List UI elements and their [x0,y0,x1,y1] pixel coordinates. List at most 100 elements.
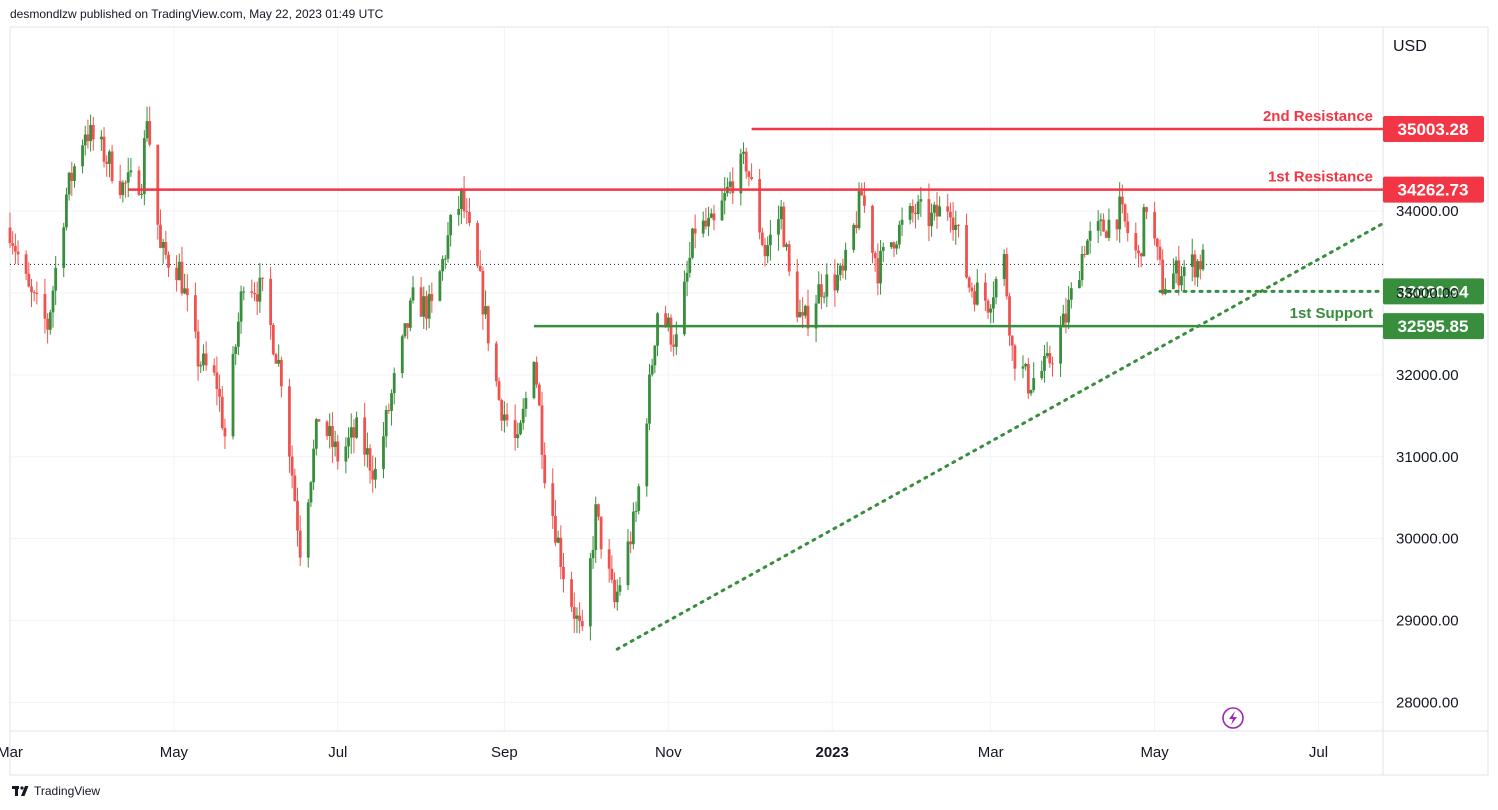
candle [1104,229,1108,239]
candle [408,297,412,332]
candle [411,275,415,304]
candle [16,240,20,265]
candle [438,269,442,302]
candle [1198,254,1202,280]
ascending-trendline[interactable] [615,221,1385,651]
candle [575,607,579,633]
candle [62,222,66,278]
levels[interactable]: 2nd Resistance 35003.28 1st Resistance 3426… [128,108,1484,340]
candle [648,363,651,430]
candle [204,341,208,371]
candle [344,437,348,474]
candle [156,144,160,240]
candle [739,148,743,206]
candle [54,255,58,305]
candle [1190,238,1194,282]
x-tick-label: 2023 [816,744,849,761]
candle [712,205,716,231]
candle [1077,270,1081,289]
lightning-bolt-icon[interactable] [1222,707,1244,729]
candle [1177,245,1181,296]
candle [325,420,329,440]
candle [1123,203,1127,228]
candle [1029,389,1033,397]
candle [597,503,600,521]
candle [331,412,334,463]
candle [164,230,168,260]
candle [723,177,727,215]
candle [881,242,885,262]
candle [949,202,952,233]
candle [218,374,221,412]
candle [559,525,563,580]
candle [535,356,539,388]
candle [1182,260,1186,292]
candle [841,258,845,279]
candle [908,203,912,225]
y-tick-label: 28000.00 [1396,694,1459,711]
candle [177,253,181,281]
candle [443,255,447,270]
candle [1086,239,1089,256]
candle [1021,355,1025,379]
candle [779,199,783,230]
candle [65,187,68,231]
candle [371,455,375,493]
trendlines[interactable] [615,221,1385,651]
candle [1008,292,1011,346]
candle [1013,343,1017,381]
candle [8,212,12,248]
candle [419,277,423,317]
candle [236,312,240,356]
candle [274,352,278,364]
tradingview-logo[interactable]: TradingView [12,784,100,798]
candle [938,196,942,217]
candle [863,182,866,213]
candle [820,274,823,310]
candle [876,243,880,296]
candle [975,269,979,306]
candle [911,199,915,223]
candle [231,346,235,440]
candle [540,391,544,470]
candle [986,298,990,320]
candle [707,206,710,237]
candle [1137,244,1140,268]
candle [239,285,243,334]
candle [48,309,52,335]
candle [983,273,987,312]
candle [102,127,106,168]
x-tick-label: May [160,744,189,761]
candle [400,334,404,379]
candle [288,378,291,473]
candle [554,499,557,547]
y-axis[interactable]: 34000.00 33000.00 32000.00 31000.00 30000.00… [1393,38,1459,711]
level-name-label: 2nd Resistance [1263,108,1373,125]
candle [932,201,936,221]
candle [406,322,410,340]
candle [777,205,780,251]
candle [1083,245,1087,258]
price-tag-support-dotted [1383,278,1484,305]
candle [193,282,197,339]
candle [430,282,434,313]
candle [481,266,485,330]
candle [645,418,649,497]
candle [854,211,858,234]
candle [532,361,536,400]
candle [833,259,837,307]
x-axis[interactable]: Mar May Jul Sep Nov 2023 Mar May Jul [0,744,1328,761]
candle [572,592,576,634]
candle [801,297,805,329]
candle [167,251,170,277]
candle [537,382,541,407]
icons [1222,707,1244,729]
candle [1026,357,1030,399]
candle [806,289,810,337]
candle [1102,213,1105,232]
candle [973,284,976,312]
grid [9,27,1383,731]
candle [838,262,842,281]
candle [314,417,318,456]
